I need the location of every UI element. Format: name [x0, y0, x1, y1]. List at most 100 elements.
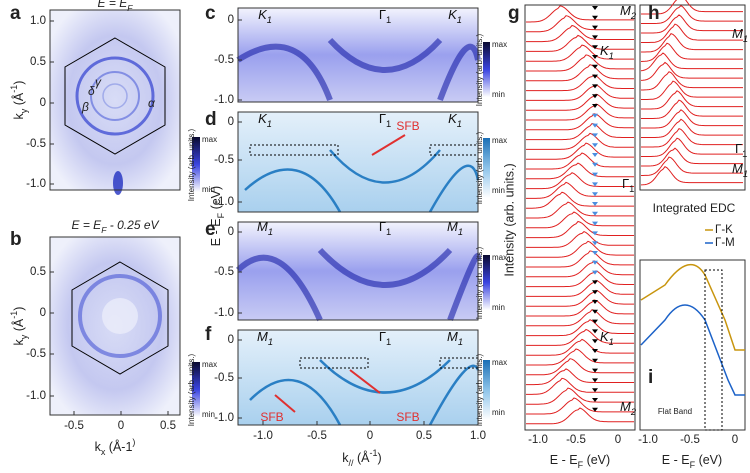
axis-label-part: F	[690, 460, 696, 470]
axis-label-part: k	[12, 112, 26, 119]
symmetry-label: Γ1	[622, 176, 634, 194]
y-tick-label: -1.0	[214, 94, 234, 106]
symmetry-label-part: 1	[457, 15, 462, 25]
marker	[592, 309, 598, 314]
edc-curve	[641, 109, 743, 129]
edc-curve	[526, 15, 634, 33]
marker	[592, 339, 598, 344]
marker	[592, 35, 598, 40]
axis-label-part: (Å	[354, 450, 371, 465]
y-tick-label: 0	[228, 226, 234, 238]
edc-curve	[526, 358, 634, 376]
symmetry-label-part: M	[257, 219, 268, 234]
marker	[592, 113, 598, 118]
symmetry-label: M1	[732, 26, 748, 44]
marker	[592, 260, 598, 265]
edc-integrated	[640, 263, 745, 351]
symmetry-label-part: 1	[268, 227, 273, 237]
edc-curve	[526, 74, 634, 92]
map-title-part: E = E	[98, 0, 129, 10]
symmetry-label-part: M	[732, 26, 743, 41]
cut-e	[238, 222, 478, 320]
x-tick-label: -0.5	[566, 434, 586, 446]
edc-curve	[640, 42, 743, 62]
colorbar-max: max	[492, 136, 507, 145]
marker	[592, 368, 598, 373]
symmetry-label: K1	[448, 111, 462, 129]
symmetry-label: M1	[447, 219, 463, 237]
axis-label-part: )	[12, 307, 26, 311]
edc-curve	[526, 103, 634, 121]
symmetry-label-part: K	[448, 111, 458, 126]
axis-label: E - EF (eV)	[662, 453, 722, 470]
axis-label-part: (eV)	[209, 186, 223, 213]
marker	[592, 6, 598, 10]
edc-curve	[526, 338, 634, 356]
marker	[592, 104, 598, 108]
marker	[592, 329, 598, 334]
y-tick-label: -0.5	[214, 54, 234, 66]
colorbar-max: max	[202, 360, 217, 369]
symmetry-label-part: M	[257, 329, 268, 344]
edc-curve	[641, 99, 743, 119]
symmetry-label-part: 1	[386, 227, 391, 237]
symmetry-label-part: M	[732, 161, 743, 176]
edc-curve	[526, 231, 634, 248]
axis-label-part: )	[12, 81, 26, 85]
axis-label: ky (Å-1)	[9, 307, 29, 346]
edc-curve	[641, 127, 743, 148]
colorbar-max: max	[492, 40, 507, 49]
y-tick-label: -0.5	[26, 348, 46, 360]
colorbar-min: min	[202, 185, 215, 194]
map-title-part: - 0.25 eV	[106, 218, 159, 232]
axis-label-part: y	[19, 334, 29, 339]
edc-curve	[640, 61, 743, 81]
panel-title: Integrated EDC	[653, 201, 736, 215]
edc-curve	[526, 93, 634, 111]
symmetry-label-part: 2	[630, 11, 637, 21]
symmetry-label: K1	[258, 111, 272, 129]
symmetry-label: M1	[257, 329, 273, 347]
symmetry-label-part: 1	[743, 34, 748, 44]
colorbar-label: Intensity (arb. units.)	[187, 353, 196, 426]
symmetry-label-part: 1	[609, 51, 614, 61]
edc-curve	[526, 377, 634, 395]
symmetry-label: Γ1	[379, 329, 391, 347]
axis-label-part: y	[19, 108, 29, 113]
annotation: γ	[95, 75, 102, 89]
colorbar-label: Intensity (arb. units.)	[475, 246, 484, 319]
edc-curve	[526, 407, 634, 425]
axis-label-part: k	[342, 451, 349, 465]
symmetry-label-part: M	[447, 329, 458, 344]
edc-curve	[526, 162, 634, 180]
marker	[592, 172, 598, 177]
legend-label: Γ-M	[715, 237, 735, 249]
edc-curve	[526, 387, 634, 405]
y-tick-label: -0.5	[26, 138, 46, 150]
colorbar-min: min	[492, 303, 505, 312]
x-tick-label: -0.5	[307, 430, 327, 442]
symmetry-label-part: 1	[609, 337, 614, 347]
axis-label-part: k	[12, 338, 26, 345]
symmetry-label: K1	[600, 329, 614, 347]
edc-curve	[526, 279, 634, 297]
y-tick-label: 0	[40, 97, 46, 109]
map-title: E = EF - 0.25 eV	[72, 218, 160, 235]
x-tick-label: -0.5	[64, 420, 84, 432]
axis-label-part: F	[216, 212, 226, 218]
panel-label: e	[205, 219, 216, 240]
x-tick-label: 0	[615, 434, 621, 446]
axis-label-part: (eV)	[695, 453, 722, 467]
x-tick-label: -0.5	[680, 434, 700, 446]
edc-curve	[641, 80, 743, 100]
edc-curve	[526, 191, 634, 209]
axis-label-part: (eV)	[583, 453, 610, 467]
y-tick-label: -0.5	[214, 154, 234, 166]
edc-curve	[526, 152, 634, 170]
colorbar-min: min	[492, 186, 505, 195]
marker	[592, 123, 598, 128]
axis-label-part: E - E	[550, 453, 578, 467]
colorbar-label: Intensity (arb. units.)	[475, 131, 484, 204]
y-tick-label: -1.0	[214, 412, 234, 424]
symmetry-label: M2	[620, 3, 637, 21]
